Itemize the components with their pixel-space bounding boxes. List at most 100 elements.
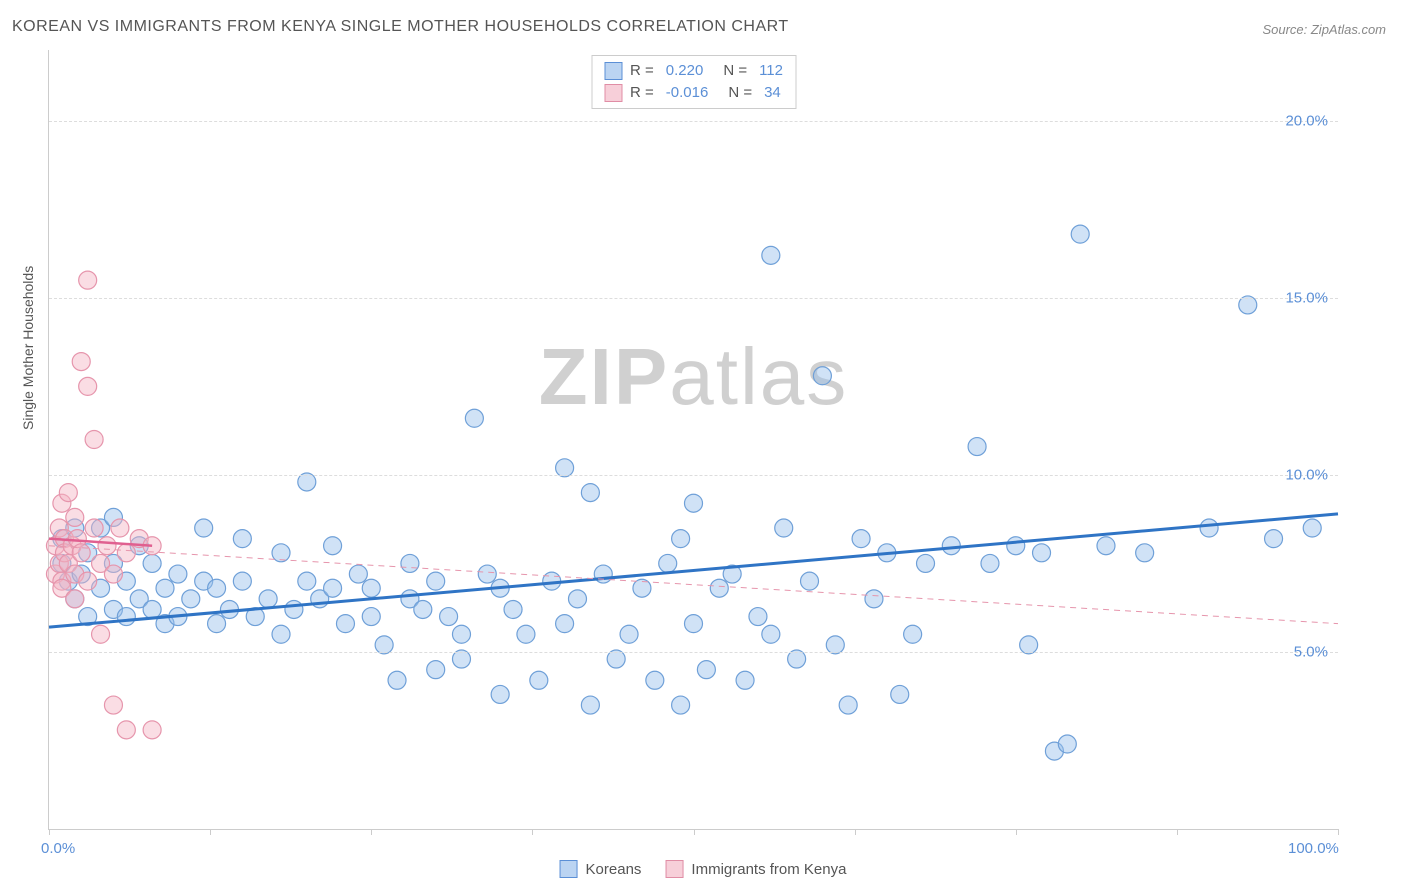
data-point [362, 608, 380, 626]
x-tick [694, 829, 695, 835]
data-point [672, 696, 690, 714]
data-point [208, 579, 226, 597]
data-point [85, 519, 103, 537]
data-point [685, 494, 703, 512]
data-point [1265, 530, 1283, 548]
data-point [72, 544, 90, 562]
data-point [685, 615, 703, 633]
data-point [801, 572, 819, 590]
data-point [349, 565, 367, 583]
x-tick [1177, 829, 1178, 835]
data-point [452, 625, 470, 643]
data-point [440, 608, 458, 626]
data-point [478, 565, 496, 583]
data-point [362, 579, 380, 597]
data-point [762, 625, 780, 643]
data-point [1058, 735, 1076, 753]
data-point [491, 685, 509, 703]
gridline [49, 298, 1338, 299]
data-point [117, 608, 135, 626]
x-tick-label: 0.0% [41, 840, 75, 857]
data-point [85, 431, 103, 449]
data-point [620, 625, 638, 643]
data-point [272, 625, 290, 643]
swatch-blue-icon [560, 860, 578, 878]
data-point [208, 615, 226, 633]
legend-item-koreans: Koreans [560, 860, 642, 878]
data-point [710, 579, 728, 597]
data-point [1007, 537, 1025, 555]
gridline [49, 652, 1338, 653]
y-tick-label: 15.0% [1285, 289, 1328, 306]
x-tick [855, 829, 856, 835]
legend-item-kenya: Immigrants from Kenya [665, 860, 846, 878]
data-point [143, 554, 161, 572]
data-point [285, 600, 303, 618]
data-point [1200, 519, 1218, 537]
data-point [865, 590, 883, 608]
data-point [104, 696, 122, 714]
data-point [156, 579, 174, 597]
data-point [79, 377, 97, 395]
data-point [414, 600, 432, 618]
data-point [79, 271, 97, 289]
data-point [775, 519, 793, 537]
data-point [259, 590, 277, 608]
data-point [762, 246, 780, 264]
data-point [233, 572, 251, 590]
gridline [49, 121, 1338, 122]
data-point [465, 409, 483, 427]
data-point [66, 508, 84, 526]
data-point [659, 554, 677, 572]
scatter-svg [49, 50, 1338, 829]
x-tick [532, 829, 533, 835]
data-point [233, 530, 251, 548]
data-point [143, 600, 161, 618]
data-point [813, 367, 831, 385]
data-point [736, 671, 754, 689]
data-point [324, 579, 342, 597]
data-point [1033, 544, 1051, 562]
legend-label: Koreans [586, 861, 642, 878]
data-point [427, 661, 445, 679]
x-tick [371, 829, 372, 835]
data-point [672, 530, 690, 548]
data-point [904, 625, 922, 643]
data-point [401, 554, 419, 572]
y-tick-label: 10.0% [1285, 466, 1328, 483]
data-point [79, 572, 97, 590]
data-point [117, 544, 135, 562]
swatch-pink-icon [665, 860, 683, 878]
data-point [388, 671, 406, 689]
x-tick [49, 829, 50, 835]
data-point [298, 572, 316, 590]
data-point [59, 484, 77, 502]
data-point [556, 615, 574, 633]
data-point [968, 438, 986, 456]
data-point [852, 530, 870, 548]
y-tick-label: 5.0% [1294, 643, 1328, 660]
data-point [646, 671, 664, 689]
x-tick-label: 100.0% [1288, 840, 1339, 857]
data-point [917, 554, 935, 572]
x-tick [1338, 829, 1339, 835]
data-point [581, 696, 599, 714]
data-point [272, 544, 290, 562]
data-point [336, 615, 354, 633]
data-point [66, 590, 84, 608]
data-point [1097, 537, 1115, 555]
data-point [517, 625, 535, 643]
data-point [143, 721, 161, 739]
plot-area: ZIPatlas R = 0.220 N = 112 R = -0.016 N … [48, 50, 1338, 830]
data-point [117, 721, 135, 739]
data-point [839, 696, 857, 714]
data-point [427, 572, 445, 590]
source-attribution: Source: ZipAtlas.com [1262, 22, 1386, 37]
data-point [98, 537, 116, 555]
y-tick-label: 20.0% [1285, 112, 1328, 129]
data-point [104, 565, 122, 583]
data-point [72, 353, 90, 371]
data-point [749, 608, 767, 626]
chart-title: KOREAN VS IMMIGRANTS FROM KENYA SINGLE M… [12, 18, 789, 36]
gridline [49, 475, 1338, 476]
